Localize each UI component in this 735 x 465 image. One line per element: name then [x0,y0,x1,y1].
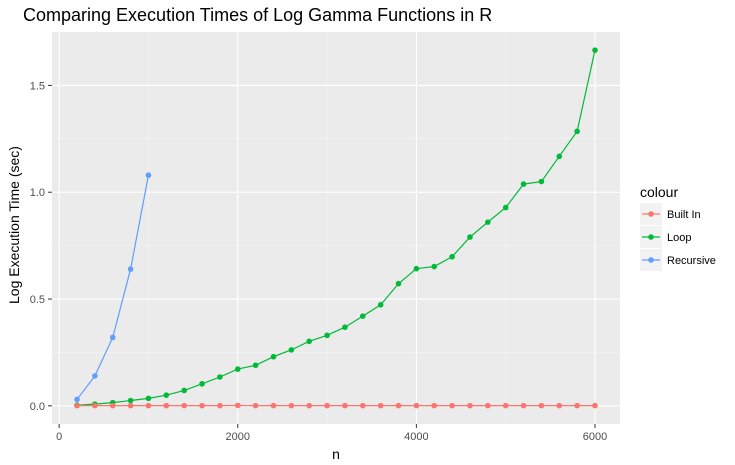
legend-key-point [648,257,654,263]
data-point [127,397,134,404]
data-point [377,402,384,409]
data-point [592,47,598,53]
data-point [234,402,241,409]
data-point [252,362,259,369]
series-layer [74,47,598,409]
legend-label: Recursive [667,255,716,267]
legend: colour Built In Loop Recursive [640,184,716,271]
series-loop [74,47,598,409]
data-point [288,347,295,353]
data-point [377,301,384,308]
data-point [199,402,205,409]
legend-item-built-in: Built In [640,203,701,225]
y-tick-label: 1.0 [30,187,45,199]
series-line [76,50,596,406]
data-point [574,128,580,135]
legend-label: Built In [667,209,701,221]
data-point [145,402,152,409]
minor-gridlines [52,32,620,424]
data-point [217,374,223,380]
data-point [217,402,223,409]
data-point [92,373,98,379]
data-point [556,153,563,160]
x-tick-label: 0 [56,431,62,443]
data-point [342,402,348,409]
data-point [127,402,134,409]
legend-item-recursive: Recursive [640,249,716,271]
x-axis-label: n [332,446,340,462]
data-point [145,395,152,402]
data-point [395,402,402,409]
data-point [449,253,455,260]
x-tick-label: 6000 [583,431,607,443]
data-point [74,402,80,409]
data-point [234,366,241,372]
y-tick-label: 1.5 [30,80,45,92]
data-point [592,402,598,409]
x-axis: 0 2000 4000 6000 [56,424,607,443]
data-point [181,387,187,394]
series-recursive [74,172,152,403]
data-point [181,402,187,409]
data-point [485,402,491,409]
legend-title: colour [640,184,678,200]
data-point [538,178,545,185]
data-point [199,381,205,387]
data-point [163,392,170,398]
data-point [431,263,438,270]
data-point [324,332,330,339]
data-point [127,266,134,272]
legend-item-loop: Loop [640,226,691,248]
data-point [467,402,473,409]
x-tick-label: 2000 [226,431,250,443]
chart-title: Comparing Execution Times of Log Gamma F… [23,5,492,25]
plot-panel [52,32,620,424]
legend-key-point [648,234,654,240]
data-point [270,402,277,409]
data-point [395,280,402,287]
data-point [324,402,330,409]
y-tick-label: 0.5 [30,294,45,306]
data-point [502,402,509,409]
y-axis: 0.0 0.5 1.0 1.5 [30,80,52,413]
y-axis-label: Log Execution Time (sec) [6,146,22,304]
data-point [556,402,563,409]
data-point [342,324,348,331]
data-point [306,402,313,409]
data-point [431,402,438,409]
data-point [467,234,473,240]
legend-label: Loop [667,232,691,244]
data-point [109,334,116,341]
data-point [163,402,170,409]
data-point [449,402,455,409]
data-point [485,219,491,225]
legend-key-point [648,211,654,217]
data-point [74,396,80,403]
y-tick-label: 0.0 [30,401,45,413]
data-point [306,338,313,345]
data-point [413,265,420,272]
x-tick-label: 4000 [404,431,428,443]
data-point [502,204,509,211]
data-point [520,402,527,409]
data-point [92,402,98,409]
data-point [270,353,277,360]
data-point [359,402,366,409]
data-point [538,402,545,409]
data-point [252,402,259,409]
data-point [413,402,420,409]
data-point [520,181,527,187]
data-point [574,402,580,409]
data-point [109,402,116,409]
data-point [359,313,366,319]
data-point [288,402,295,409]
series-built-in [74,402,598,409]
data-point [145,172,152,178]
